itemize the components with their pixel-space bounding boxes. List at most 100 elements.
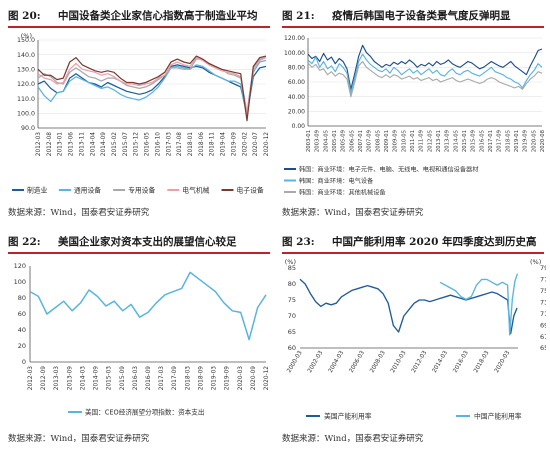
x-tick-label: 2014-05 bbox=[453, 130, 459, 152]
x-tick-label: 2014-03 bbox=[80, 366, 86, 391]
y-tick-label-right: 71 bbox=[540, 310, 546, 318]
x-tick-label: 2012-08 bbox=[47, 132, 53, 157]
y-tick-label: 100.00 bbox=[284, 50, 305, 57]
x-tick-label: 2012-03 bbox=[28, 366, 34, 391]
x-tick-label: 2015-09 bbox=[120, 366, 126, 391]
x-tick-label: 2019-01 bbox=[514, 130, 520, 152]
x-tick-label: 2015-02 bbox=[112, 132, 118, 157]
y-tick-label-left: 65 bbox=[288, 328, 296, 336]
x-tick-label: 2012-05 bbox=[427, 130, 433, 152]
data-source: 数据来源：Wind，国泰君安证券研究 bbox=[282, 208, 424, 218]
y-unit-label: (%) bbox=[21, 32, 32, 40]
x-tick-label: 2016-09 bbox=[146, 366, 152, 391]
legend-label: 美国：CEO经济展望分项指数：资本支出 bbox=[85, 408, 204, 417]
y-tick-label: 20.00 bbox=[288, 109, 305, 116]
figure-21: 图 21: 疫情后韩国电子设备类景气度反弹明显 0.00 20.00 40.00 60.… bbox=[278, 4, 546, 229]
x-tick-label: 2020-12 bbox=[264, 132, 270, 157]
y-tick-label: 110.0 bbox=[17, 96, 35, 103]
x-tick-label: 2017-08 bbox=[177, 132, 183, 157]
x-tick-label: 2010-05 bbox=[401, 130, 407, 152]
series-line-capex bbox=[29, 271, 267, 341]
y-tick-label: 0.00 bbox=[292, 123, 306, 130]
y-tick-label-right: 65 bbox=[540, 344, 546, 352]
legend-label: 韩国：商业环境：其他机械设备 bbox=[299, 188, 386, 196]
figure-number: 图 21: bbox=[282, 10, 315, 22]
series-line-韩国：商业环境：电气设备 bbox=[307, 53, 543, 94]
legend-label: 美国产能利用率 bbox=[324, 412, 372, 421]
y-tick-label: 120.00 bbox=[284, 35, 305, 42]
x-tick-label: 2018-06 bbox=[199, 132, 205, 157]
data-source: 数据来源：Wind，国泰君安证券研究 bbox=[8, 208, 150, 218]
y-unit-label-right: (%) bbox=[530, 258, 541, 266]
x-tick-label: 2019-09 bbox=[231, 132, 237, 157]
figure-22-title: 图 22: 美国企业家对资本支出的展望信心较足 bbox=[8, 234, 270, 252]
x-tick-label: 2012-03 bbox=[411, 350, 428, 374]
y-tick-label: 80 bbox=[18, 294, 26, 302]
title-rule bbox=[8, 26, 270, 28]
x-tick-label: 2011-01 bbox=[410, 130, 416, 152]
x-tick-label: 2019-03 bbox=[212, 366, 218, 391]
x-tick-label: 2013-06 bbox=[69, 132, 75, 157]
legend-label: 韩国：商业环境：电气设备 bbox=[299, 177, 374, 185]
figure-20-title: 图 20: 中国设备类企业家信心指数高于制造业平均 bbox=[8, 8, 270, 26]
x-tick-label: 2018-09 bbox=[198, 366, 204, 391]
y-tick-label: 150.0 bbox=[17, 37, 35, 44]
us-ceo-capex-chart: 0 20 40 60 80 100 120 2012-03 2012-09 2013-03 2013… bbox=[14, 262, 270, 417]
x-tick-label: 2012-03 bbox=[36, 132, 42, 157]
y-tick-label-right: 69 bbox=[540, 321, 546, 329]
x-tick-label: 2008-05 bbox=[375, 130, 381, 152]
x-tick-label: 2020-03 bbox=[494, 350, 511, 374]
x-tick-label: 2015-07 bbox=[123, 132, 129, 157]
title-rule bbox=[282, 252, 544, 254]
y-tick-label: 40.00 bbox=[288, 94, 305, 101]
x-tick-label: 2003-01 bbox=[306, 130, 312, 152]
figure-number: 图 22: bbox=[8, 236, 41, 248]
x-tick-label: 2015-09 bbox=[471, 130, 477, 152]
x-tick-label: 2006-03 bbox=[349, 350, 366, 374]
x-tick-label: 2003-09 bbox=[315, 130, 321, 152]
series-line-中国产能利用率 bbox=[439, 273, 519, 336]
legend-label: 韩国：商业环境：电子元件、电脑、无线电、电视和通信设备器材 bbox=[299, 165, 478, 173]
x-tick-label: 2008-03 bbox=[369, 350, 386, 374]
y-tick-label: 80.00 bbox=[288, 65, 305, 72]
x-tick-label: 2020-12 bbox=[264, 366, 270, 391]
x-tick-label: 2016-03 bbox=[133, 366, 139, 391]
y-tick-label: 90.0 bbox=[21, 125, 35, 132]
x-tick-label: 2019-09 bbox=[523, 130, 529, 152]
x-tick-label: 2013-11 bbox=[79, 132, 85, 157]
y-tick-label-right: 75 bbox=[540, 287, 546, 295]
x-tick-label: 2019-04 bbox=[221, 132, 227, 157]
x-tick-label: 2015-03 bbox=[107, 366, 113, 391]
x-tick-label: 2004-05 bbox=[323, 130, 329, 152]
x-tick-label: 2018-05 bbox=[505, 130, 511, 152]
x-tick-label: 2016-10 bbox=[155, 132, 161, 157]
y-tick-label-right: 67 bbox=[540, 333, 546, 341]
figure-number: 图 23: bbox=[282, 236, 315, 248]
y-tick-label-right: 79 bbox=[540, 264, 546, 272]
x-tick-label: 2020-07 bbox=[253, 132, 259, 157]
figure-23-title: 图 23: 中国产能利用率 2020 年四季度达到历史高 bbox=[282, 234, 544, 252]
y-tick-label-right: 77 bbox=[540, 276, 546, 284]
y-tick-label-left: 75 bbox=[288, 296, 296, 304]
y-tick-label: 60.00 bbox=[288, 79, 305, 86]
x-tick-label: 2020-05 bbox=[531, 130, 537, 152]
x-tick-label: 2013-01 bbox=[436, 130, 442, 152]
x-tick-label: 2005-09 bbox=[341, 130, 347, 152]
figure-title-text: 美国企业家对资本支出的展望信心较足 bbox=[58, 236, 237, 248]
series-line-电子设备 bbox=[37, 55, 267, 122]
confidence-index-chart: (%) 90.0 100.0 110.0 120.0 130.0 140.0 150.0 201… bbox=[12, 32, 270, 195]
x-tick-label: 2007-01 bbox=[358, 130, 364, 152]
x-tick-label: 2020-08 bbox=[540, 129, 546, 152]
figure-title-text: 中国产能利用率 2020 年四季度达到历史高 bbox=[332, 236, 537, 248]
series-line-韩国：商业环境：电子元件、电脑、无线电、电视和通信设备器材 bbox=[307, 44, 543, 90]
x-tick-label: 2017-03 bbox=[166, 132, 172, 157]
series-line-美国产能利用率 bbox=[299, 278, 518, 335]
x-tick-label: 2014-04 bbox=[90, 132, 96, 157]
figure-number: 图 20: bbox=[8, 10, 41, 22]
x-tick-label: 2018-11 bbox=[210, 132, 216, 157]
series-line-韩国：商业环境：其他机械设备 bbox=[307, 60, 543, 98]
x-tick-label: 2018-03 bbox=[185, 366, 191, 391]
y-tick-label: 0 bbox=[22, 358, 26, 366]
x-tick-label: 2017-03 bbox=[159, 366, 165, 391]
x-tick-label: 2013-03 bbox=[54, 366, 60, 391]
